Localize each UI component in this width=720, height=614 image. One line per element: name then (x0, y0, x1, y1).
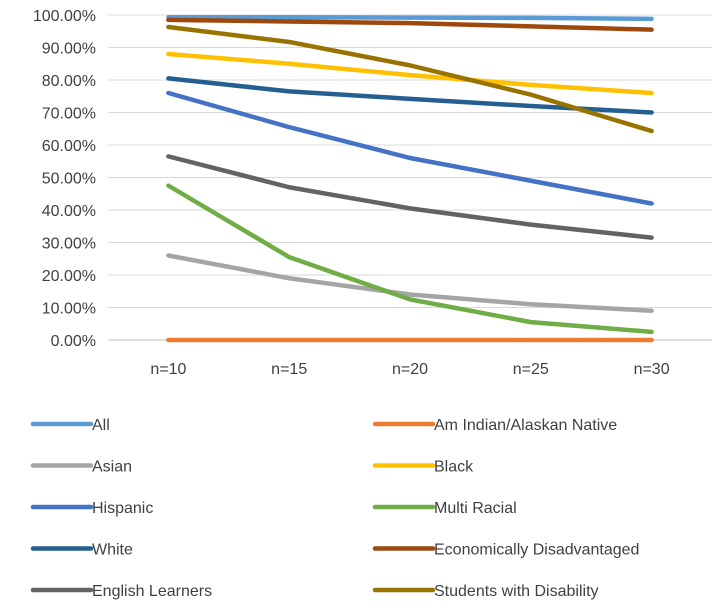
y-axis: 0.00% 10.00% 20.00% 30.00% 40.00% 50.00% 60.00… (33, 8, 96, 350)
y-tick-label: 60.00% (42, 138, 96, 155)
series-line (166, 253, 654, 313)
y-tick-label: 0.00% (51, 333, 96, 350)
y-tick-label: 80.00% (42, 73, 96, 90)
y-tick-label: 90.00% (42, 41, 96, 58)
y-tick-label: 70.00% (42, 106, 96, 123)
series-line (166, 90, 654, 206)
legend-label: White (92, 542, 133, 559)
x-tick-label: n=20 (392, 361, 428, 378)
legend-label: Students with Disability (434, 583, 599, 600)
y-tick-label: 100.00% (33, 8, 96, 25)
series-line (166, 154, 654, 240)
x-tick-label: n=15 (271, 361, 307, 378)
legend-label: Hispanic (92, 500, 153, 517)
legend-label: All (92, 417, 110, 434)
series-line (166, 183, 654, 335)
series-line (166, 24, 654, 134)
y-tick-label: 20.00% (42, 268, 96, 285)
series-lines (166, 15, 654, 343)
x-tick-label: n=10 (150, 361, 186, 378)
y-tick-label: 10.00% (42, 301, 96, 318)
legend-label: Am Indian/Alaskan Native (434, 417, 617, 434)
legend-label: Asian (92, 459, 132, 476)
x-tick-label: n=30 (634, 361, 670, 378)
y-tick-label: 40.00% (42, 203, 96, 220)
legend-label: Economically Disadvantaged (434, 542, 639, 559)
y-tick-label: 50.00% (42, 171, 96, 188)
legend-label: Multi Racial (434, 500, 517, 517)
legend-label: Black (434, 459, 474, 476)
y-tick-label: 30.00% (42, 236, 96, 253)
series-line (166, 15, 654, 22)
legend-label: English Learners (92, 583, 212, 600)
legend: All Am Indian/Alaskan Native Asian Black His… (30, 417, 639, 600)
x-axis: n=10 n=15 n=20 n=25 n=30 (150, 361, 669, 378)
series-line (166, 51, 654, 96)
series-line (166, 17, 654, 32)
x-tick-label: n=25 (513, 361, 549, 378)
